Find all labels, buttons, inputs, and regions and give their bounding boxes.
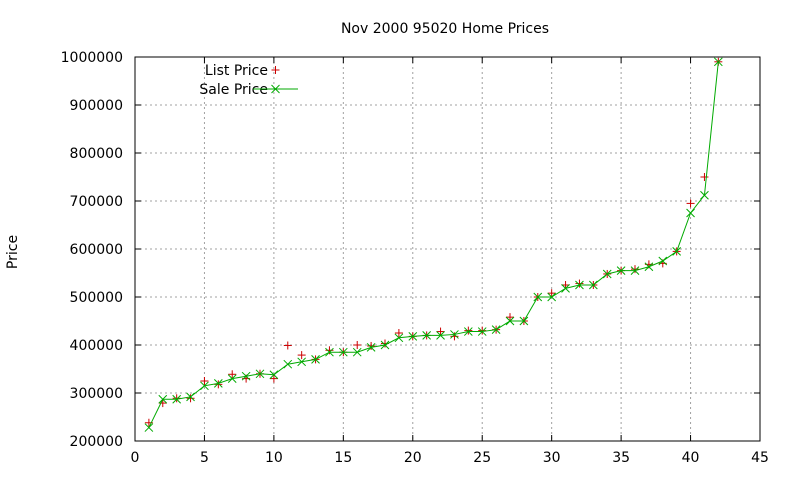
data-point-sale-price: [158, 394, 168, 404]
y-axis-label: Price: [5, 235, 21, 269]
data-point-sale-price: [477, 327, 487, 336]
data-point-sale-price: [283, 359, 293, 369]
x-tick-label: 40: [682, 450, 700, 466]
data-point-sale-price: [186, 392, 195, 402]
x-tick-label: 20: [404, 450, 422, 466]
data-point-sale-price: [172, 394, 182, 404]
y-tick-label: 1000000: [61, 50, 123, 66]
data-point-sale-price: [297, 357, 307, 367]
x-tick-label: 5: [200, 450, 209, 466]
data-point-list-price: [353, 341, 362, 349]
data-point-sale-price: [686, 208, 695, 218]
y-tick-label: 600000: [70, 242, 123, 258]
data-point-list-price: [450, 332, 459, 341]
chart-title: Nov 2000 95020 Home Prices: [341, 21, 549, 37]
data-point-sale-price: [588, 280, 598, 290]
data-point-sale-price: [630, 266, 640, 275]
data-point-list-price: [186, 394, 195, 403]
data-point-sale-price: [436, 331, 445, 340]
data-point-sale-price: [658, 256, 668, 266]
x-tick-label: 0: [131, 450, 140, 466]
series-group: [144, 57, 723, 432]
legend: List Price Sale Price: [199, 63, 298, 98]
grid: [135, 57, 760, 441]
legend-marker-list-price: [271, 66, 280, 74]
data-point-sale-price: [505, 316, 515, 326]
data-point-list-price: [464, 326, 473, 335]
data-point-list-price: [325, 346, 334, 355]
data-point-sale-price: [602, 269, 612, 279]
series-list-price: [144, 57, 723, 427]
data-point-sale-price: [269, 370, 279, 380]
data-point-list-price: [686, 199, 695, 208]
data-point-list-price: [506, 313, 514, 322]
x-tick-label: 10: [265, 450, 283, 466]
data-point-sale-price: [144, 423, 154, 432]
x-tick-label: 35: [612, 450, 630, 466]
x-tick-label: 45: [751, 450, 769, 466]
y-tick-label: 700000: [70, 194, 123, 210]
data-point-sale-price: [213, 379, 223, 388]
data-point-sale-price: [422, 331, 432, 340]
data-point-list-price: [700, 173, 709, 181]
data-point-list-price: [269, 374, 278, 383]
data-point-sale-price: [380, 340, 390, 350]
data-point-sale-price: [394, 333, 404, 343]
data-point-list-price: [394, 329, 403, 337]
data-point-list-price: [228, 370, 237, 379]
axes: 0 5 10 15 20 25 30 35 40 45 200000 300000 400000 5000…: [61, 50, 769, 466]
data-point-sale-price: [700, 190, 709, 200]
x-tick-label: 25: [473, 450, 491, 466]
x-tick-label: 15: [334, 450, 352, 466]
data-point-sale-price: [352, 347, 362, 357]
data-point-sale-price: [255, 369, 265, 379]
data-point-sale-price: [491, 325, 501, 334]
y-tick-label: 300000: [70, 386, 123, 402]
data-point-sale-price: [533, 292, 543, 302]
data-point-list-price: [547, 289, 556, 298]
data-point-list-price: [631, 265, 639, 274]
data-point-sale-price: [547, 292, 557, 302]
data-point-sale-price: [672, 247, 682, 256]
y-tick-label: 200000: [70, 434, 123, 450]
data-point-sale-price: [408, 332, 418, 341]
y-tick-label: 400000: [70, 338, 123, 354]
series-sale-price: [144, 57, 723, 432]
data-point-list-price: [283, 341, 292, 350]
series-line-sale-price: [148, 61, 719, 428]
data-point-list-price: [575, 279, 584, 288]
legend-marker-sale-price: [271, 84, 280, 94]
data-point-sale-price: [325, 347, 334, 357]
data-point-list-price: [200, 377, 209, 385]
data-point-sale-price: [200, 381, 209, 391]
data-point-list-price: [478, 326, 487, 335]
y-tick-label: 900000: [70, 98, 123, 114]
data-point-sale-price: [450, 330, 459, 339]
data-point-sale-price: [311, 355, 320, 364]
data-point-list-price: [436, 327, 445, 336]
data-point-sale-price: [366, 343, 376, 352]
data-point-sale-price: [519, 316, 529, 326]
data-point-sale-price: [616, 266, 626, 275]
data-point-sale-price: [713, 57, 723, 67]
data-point-sale-price: [463, 327, 473, 336]
legend-label-list-price: List Price: [205, 63, 268, 79]
x-tick-label: 30: [543, 450, 561, 466]
data-point-sale-price: [644, 262, 654, 272]
y-tick-label: 800000: [70, 146, 123, 162]
data-point-sale-price: [575, 280, 584, 290]
y-tick-label: 500000: [70, 290, 123, 306]
data-point-sale-price: [561, 284, 570, 293]
data-point-list-price: [158, 399, 167, 408]
data-point-list-price: [367, 341, 376, 350]
data-point-sale-price: [227, 374, 237, 383]
legend-label-sale-price: Sale Price: [199, 82, 268, 98]
data-point-list-price: [297, 351, 306, 360]
data-point-sale-price: [241, 371, 251, 381]
data-point-sale-price: [338, 347, 348, 357]
